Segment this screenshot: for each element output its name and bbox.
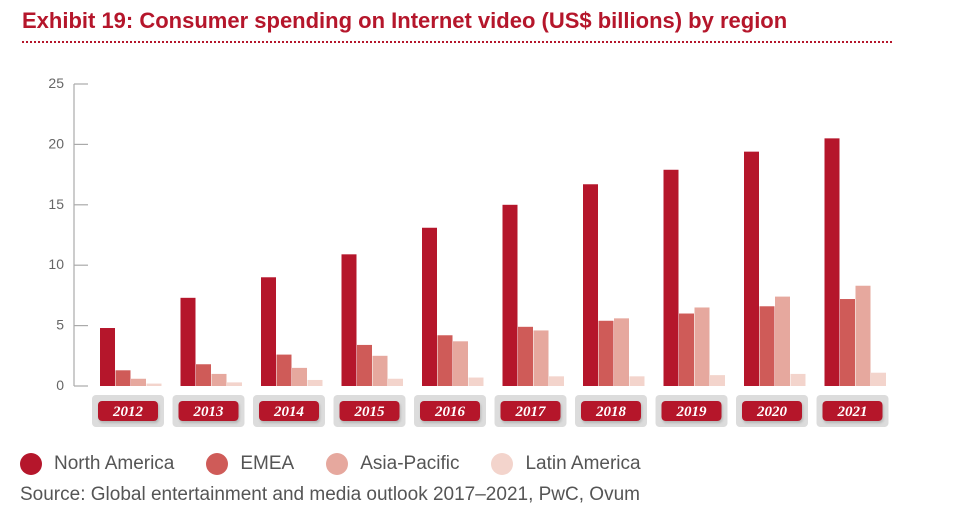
badge-pill: [822, 401, 883, 421]
bar-emea-2018: [598, 320, 614, 386]
x-tick-badge-2015: 2015: [333, 395, 406, 427]
bar-emea-2014: [276, 354, 292, 386]
bar-emea-2021: [840, 299, 855, 386]
bar-north-america-2017: [502, 204, 518, 386]
bar-north-america-2018: [583, 184, 598, 386]
bar-emea-2012: [115, 370, 131, 386]
bar-latin-america-2013: [227, 382, 242, 386]
badge-pill: [661, 401, 722, 421]
x-tick-badge-2018: 2018: [575, 395, 647, 427]
x-tick-label: 2013: [193, 404, 225, 420]
badge-pill: [742, 401, 802, 421]
bar-latin-america-2020: [790, 373, 806, 386]
y-tick-label: 5: [56, 317, 64, 333]
bar-latin-america-2012: [146, 383, 162, 386]
bar-asia-pacific-2018: [614, 318, 629, 386]
bar-latin-america-2014: [307, 379, 323, 386]
bar-emea-2019: [679, 313, 694, 386]
badge-pill: [420, 401, 480, 421]
x-tick-badge-2017: 2017: [494, 395, 567, 427]
bar-north-america-2015: [341, 254, 357, 386]
badge-pill: [98, 401, 158, 421]
badge-pill: [178, 401, 239, 421]
badge-pill: [500, 401, 561, 421]
y-tick-label: 20: [48, 135, 64, 151]
bar-emea-2013: [196, 364, 211, 386]
bar-north-america-2019: [663, 169, 679, 386]
bar-latin-america-2018: [629, 376, 645, 386]
x-tick-badge-2021: 2021: [816, 395, 889, 427]
bar-asia-pacific-2019: [694, 307, 710, 386]
x-tick-label: 2019: [676, 404, 708, 420]
legend-swatch: [326, 453, 349, 475]
x-tick-badge-2019: 2019: [655, 395, 728, 427]
x-tick-label: 2012: [112, 404, 144, 420]
bar-latin-america-2021: [871, 372, 886, 386]
bar-emea-2020: [759, 306, 775, 386]
bar-north-america-2014: [261, 277, 276, 386]
bar-north-america-2020: [744, 151, 759, 386]
legend-swatch: [206, 453, 229, 475]
bar-north-america-2013: [180, 297, 196, 386]
legend-swatch: [20, 453, 42, 475]
x-tick-label: 2014: [273, 404, 305, 420]
x-tick-label: 2021: [837, 404, 868, 420]
y-tick-label: 25: [48, 75, 64, 91]
bar-asia-pacific-2020: [775, 296, 790, 386]
x-tick-badge-2012: 2012: [92, 395, 164, 427]
bar-asia-pacific-2014: [292, 367, 307, 386]
legend-item-emea: EMEA: [206, 453, 294, 475]
badge-pill: [259, 401, 319, 421]
bar-asia-pacific-2015: [372, 355, 388, 386]
x-tick-label: 2020: [756, 404, 788, 420]
bar-emea-2015: [357, 344, 372, 386]
legend-label: Latin America: [525, 453, 641, 474]
legend-item-latin-america: Latin America: [491, 453, 641, 475]
x-tick-badge-2016: 2016: [414, 395, 486, 427]
bar-latin-america-2016: [468, 377, 484, 386]
x-tick-label: 2018: [595, 404, 627, 420]
legend-swatch: [491, 453, 514, 475]
y-tick-label: 10: [48, 256, 64, 272]
bar-asia-pacific-2017: [533, 330, 549, 386]
x-tick-label: 2015: [354, 404, 386, 420]
bar-emea-2017: [518, 326, 533, 386]
bar-north-america-2021: [824, 138, 840, 386]
y-tick-label: 0: [56, 377, 64, 393]
bar-chart: 0 5 10 15 20 25 2012 2013 2014 2015 2016 2017 2018 20…: [48, 75, 889, 427]
badge-pill: [339, 401, 400, 421]
title-rule: [22, 41, 892, 43]
bar-north-america-2012: [100, 328, 115, 386]
chart-title: Exhibit 19: Consumer spending on Interne…: [22, 8, 788, 33]
x-tick-badge-2013: 2013: [172, 395, 245, 427]
y-tick-label: 15: [48, 196, 64, 212]
bar-asia-pacific-2012: [131, 378, 146, 386]
bar-asia-pacific-2021: [855, 285, 871, 386]
source-note: Source: Global entertainment and media o…: [20, 484, 640, 505]
bar-emea-2016: [437, 335, 453, 386]
bar-asia-pacific-2013: [211, 373, 227, 386]
x-tick-label: 2017: [515, 404, 547, 420]
badge-pill: [581, 401, 641, 421]
bar-latin-america-2015: [388, 378, 403, 386]
bar-latin-america-2017: [549, 376, 564, 386]
x-tick-badge-2020: 2020: [736, 395, 808, 427]
x-tick-badge-2014: 2014: [253, 395, 325, 427]
legend: North America EMEA Asia-Pacific Latin Ameri…: [20, 453, 673, 475]
legend-label: EMEA: [240, 453, 295, 474]
legend-item-north-america: North America: [20, 453, 174, 475]
bar-north-america-2016: [422, 227, 437, 386]
legend-item-asia-pacific: Asia-Pacific: [326, 453, 459, 475]
x-tick-label: 2016: [434, 404, 466, 420]
legend-label: North America: [54, 453, 175, 474]
bar-asia-pacific-2016: [453, 341, 468, 386]
bar-latin-america-2019: [710, 375, 725, 386]
legend-label: Asia-Pacific: [360, 453, 460, 474]
